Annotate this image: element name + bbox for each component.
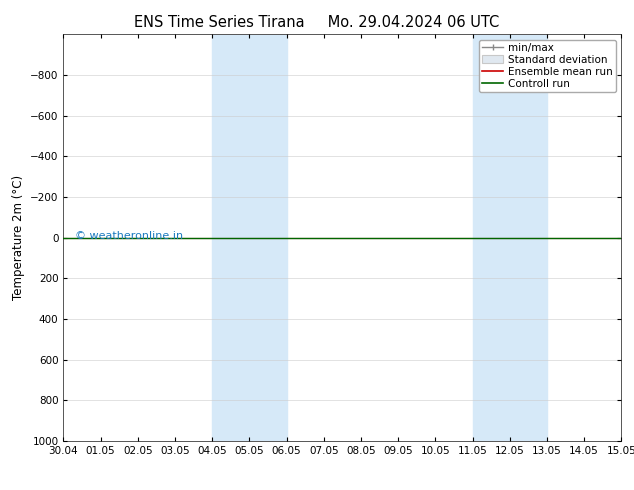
Text: ENS Time Series Tirana     Mo. 29.04.2024 06 UTC: ENS Time Series Tirana Mo. 29.04.2024 06… (134, 15, 500, 30)
Bar (212, 34, 287, 441)
Bar (472, 34, 547, 441)
Y-axis label: Temperature 2m (°C): Temperature 2m (°C) (11, 175, 25, 300)
Legend: min/max, Standard deviation, Ensemble mean run, Controll run: min/max, Standard deviation, Ensemble me… (479, 40, 616, 92)
Text: © weatheronline.in: © weatheronline.in (75, 231, 183, 241)
